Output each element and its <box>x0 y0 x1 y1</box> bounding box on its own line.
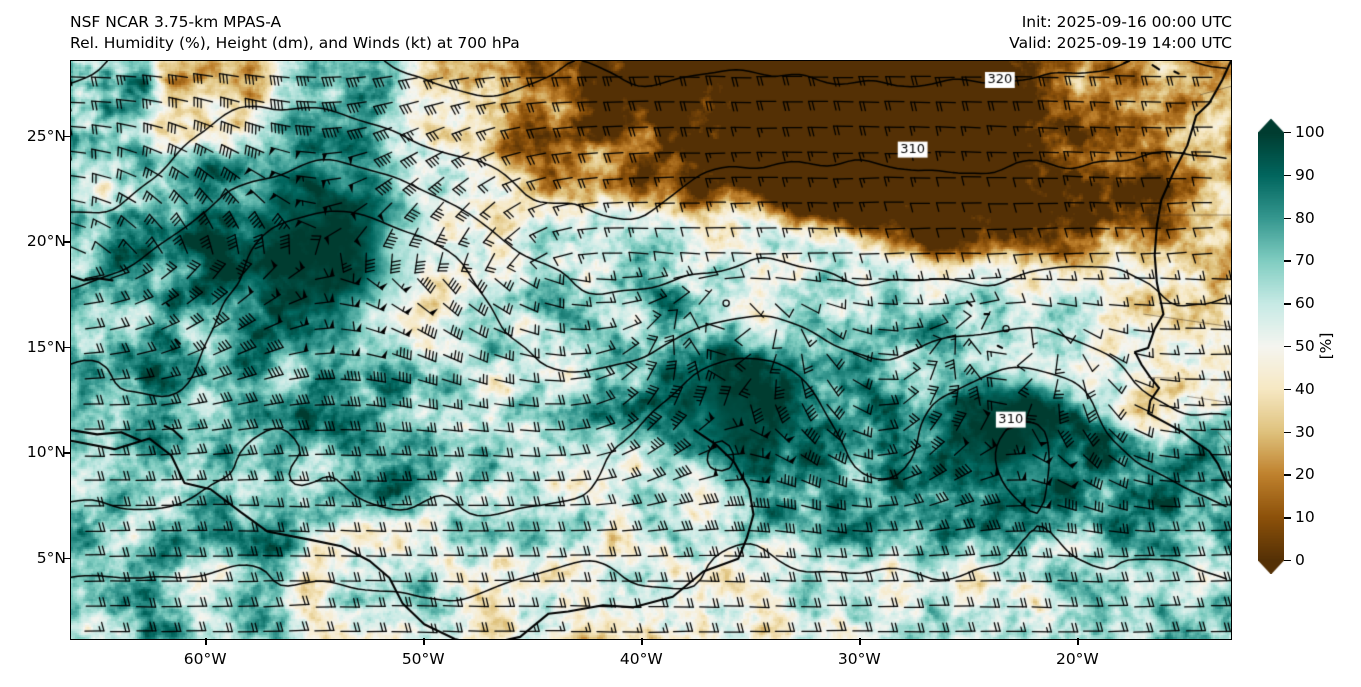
model-name: NSF NCAR 3.75-km MPAS-A <box>70 13 282 31</box>
map-plot-area <box>70 60 1232 640</box>
x-tick-label-2: 40°W <box>619 650 663 668</box>
x-tick-label-0: 60°W <box>183 650 227 668</box>
colorbar-tick-label-8: 80 <box>1295 208 1315 227</box>
colorbar-tick-label-5: 50 <box>1295 337 1315 355</box>
colorbar-tick-label-6: 60 <box>1295 294 1315 313</box>
colorbar-tick-3 <box>1284 431 1291 433</box>
x-tick-label-3: 30°W <box>837 650 881 668</box>
map-canvas <box>71 61 1231 639</box>
y-tick-mark-2 <box>63 346 70 349</box>
colorbar-tick-label-4: 40 <box>1295 379 1315 398</box>
colorbar-tick-10 <box>1284 132 1291 134</box>
colorbar-tick-label-2: 20 <box>1295 465 1315 484</box>
y-tick-label-4: 25°N <box>26 126 66 145</box>
figure-title-left: NSF NCAR 3.75-km MPAS-A Rel. Humidity (%)… <box>70 12 520 54</box>
y-tick-mark-0 <box>63 557 70 560</box>
colorbar: 0 10 20 30 40 50 60 70 80 90 100 <box>1258 118 1325 574</box>
colorbar-tick-1 <box>1284 517 1291 519</box>
x-tick-mark-1 <box>423 638 425 645</box>
colorbar-tick-label-7: 70 <box>1295 251 1315 270</box>
x-tick-mark-2 <box>641 638 643 645</box>
y-tick-label-3: 20°N <box>26 232 66 251</box>
colorbar-tick-7 <box>1284 260 1291 262</box>
field-description: Rel. Humidity (%), Height (dm), and Wind… <box>70 34 520 52</box>
colorbar-tick-0 <box>1284 560 1291 562</box>
colorbar-tick-6 <box>1284 303 1291 305</box>
valid-time: Valid: 2025-09-19 14:00 UTC <box>1009 34 1232 52</box>
x-tick-label-4: 20°W <box>1055 650 1099 668</box>
y-tick-mark-3 <box>63 241 70 243</box>
colorbar-tick-9 <box>1284 174 1291 177</box>
y-tick-mark-1 <box>63 452 70 454</box>
x-tick-mark-3 <box>859 638 861 645</box>
colorbar-tick-8 <box>1284 217 1291 219</box>
x-tick-mark-4 <box>1077 638 1079 645</box>
colorbar-tick-label-0: 0 <box>1295 551 1305 569</box>
colorbar-tick-label-10: 100 <box>1295 123 1325 141</box>
colorbar-tick-4 <box>1284 388 1291 391</box>
y-tick-label-1: 10°N <box>26 443 66 462</box>
init-time: Init: 2025-09-16 00:00 UTC <box>1021 13 1232 31</box>
y-tick-label-2: 15°N <box>26 337 66 356</box>
colorbar-tick-label-9: 90 <box>1295 165 1315 184</box>
colorbar-tick-5 <box>1284 346 1291 348</box>
figure-title-right: Init: 2025-09-16 00:00 UTC Valid: 2025-09… <box>1009 12 1232 54</box>
colorbar-tick-2 <box>1284 474 1291 476</box>
colorbar-gradient <box>1258 118 1284 574</box>
colorbar-unit-label: [%] <box>1317 332 1335 360</box>
x-tick-mark-0 <box>205 638 207 645</box>
y-tick-mark-4 <box>63 135 70 138</box>
colorbar-tick-label-1: 10 <box>1295 508 1315 527</box>
y-tick-label-0: 5°N <box>36 548 66 567</box>
colorbar-tick-label-3: 30 <box>1295 422 1315 441</box>
x-tick-label-1: 50°W <box>401 650 445 668</box>
